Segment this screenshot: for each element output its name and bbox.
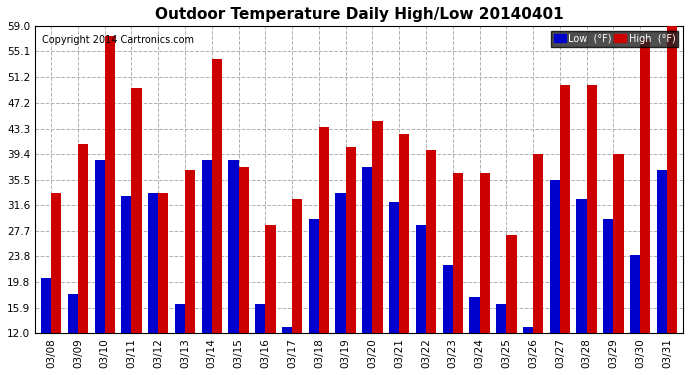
Legend: Low  (°F), High  (°F): Low (°F), High (°F) [551, 31, 678, 46]
Text: Copyright 2014 Cartronics.com: Copyright 2014 Cartronics.com [41, 35, 193, 45]
Bar [212, 58, 222, 333]
Bar [362, 166, 373, 333]
Bar [201, 160, 212, 333]
Bar [442, 265, 453, 333]
Bar [132, 88, 141, 333]
Bar [148, 193, 158, 333]
Bar [185, 170, 195, 333]
Bar [158, 193, 168, 333]
Bar [255, 304, 266, 333]
Bar [51, 193, 61, 333]
Bar [95, 160, 105, 333]
Bar [78, 144, 88, 333]
Bar [346, 147, 356, 333]
Bar [480, 173, 490, 333]
Bar [657, 170, 667, 333]
Bar [175, 304, 185, 333]
Bar [319, 127, 329, 333]
Bar [308, 219, 319, 333]
Bar [292, 199, 302, 333]
Bar [68, 294, 78, 333]
Bar [603, 219, 613, 333]
Bar [576, 199, 586, 333]
Bar [469, 297, 480, 333]
Bar [630, 255, 640, 333]
Bar [41, 278, 51, 333]
Bar [228, 160, 239, 333]
Title: Outdoor Temperature Daily High/Low 20140401: Outdoor Temperature Daily High/Low 20140… [155, 7, 563, 22]
Bar [266, 225, 275, 333]
Bar [389, 202, 400, 333]
Bar [523, 327, 533, 333]
Bar [400, 134, 409, 333]
Bar [550, 180, 560, 333]
Bar [373, 121, 383, 333]
Bar [453, 173, 463, 333]
Bar [560, 85, 570, 333]
Bar [239, 166, 248, 333]
Bar [105, 36, 115, 333]
Bar [496, 304, 506, 333]
Bar [426, 150, 436, 333]
Bar [640, 39, 651, 333]
Bar [533, 154, 543, 333]
Bar [416, 225, 426, 333]
Bar [613, 154, 624, 333]
Bar [586, 85, 597, 333]
Bar [506, 235, 517, 333]
Bar [667, 26, 677, 333]
Bar [282, 327, 292, 333]
Bar [335, 193, 346, 333]
Bar [121, 196, 132, 333]
